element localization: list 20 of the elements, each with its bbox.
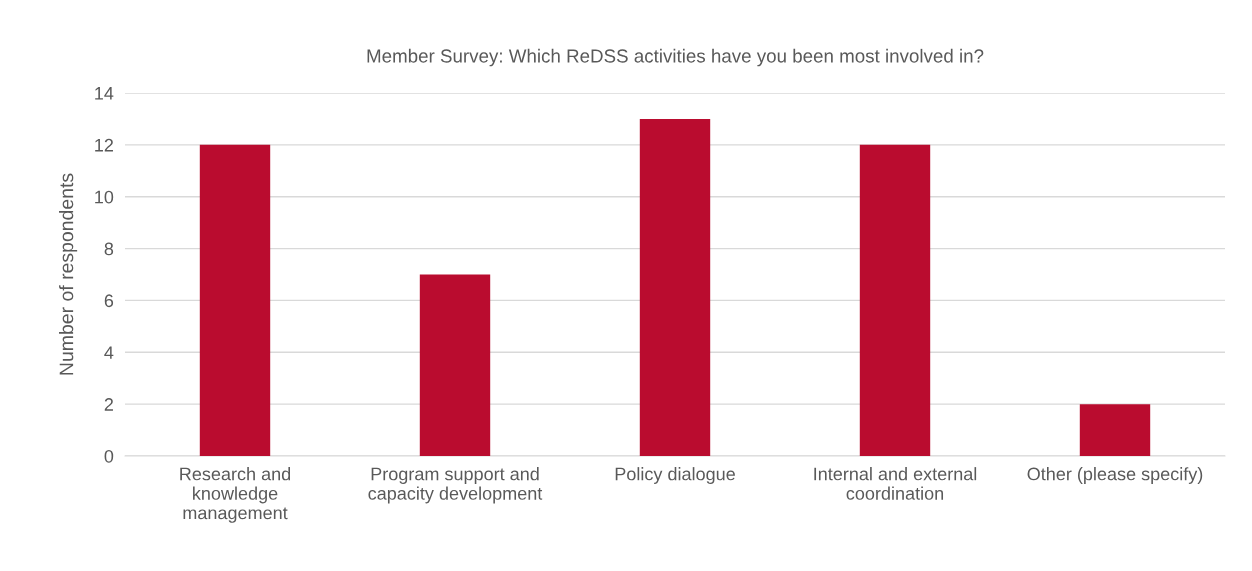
y-tick-label: 12 <box>95 138 113 152</box>
bar <box>1079 404 1151 456</box>
y-tick-label: 10 <box>95 190 114 204</box>
bar <box>419 274 491 456</box>
x-tick-label: Internal and external coordination <box>814 467 977 500</box>
x-tick-label: Policy dialogue <box>615 467 735 484</box>
y-tick-label: 8 <box>104 242 114 256</box>
x-tick-label: Program support and capacity development <box>368 467 543 504</box>
x-tick-label: Other (please specify) <box>1027 467 1203 484</box>
chart-title: Member Survey: Which ReDSS activities have you been most involved in? <box>367 48 984 67</box>
bar <box>859 144 931 456</box>
y-tick-label: 14 <box>95 87 114 100</box>
bar <box>199 144 271 456</box>
y-tick-label: 4 <box>104 346 114 359</box>
y-axis-title: Number of respondents <box>59 173 78 375</box>
y-tick-label: 6 <box>104 294 114 308</box>
x-tick-label: Research and knowledge management <box>180 467 291 523</box>
y-tick-label: 2 <box>104 398 113 411</box>
bar <box>639 118 711 456</box>
y-tick-label: 0 <box>104 449 114 463</box>
